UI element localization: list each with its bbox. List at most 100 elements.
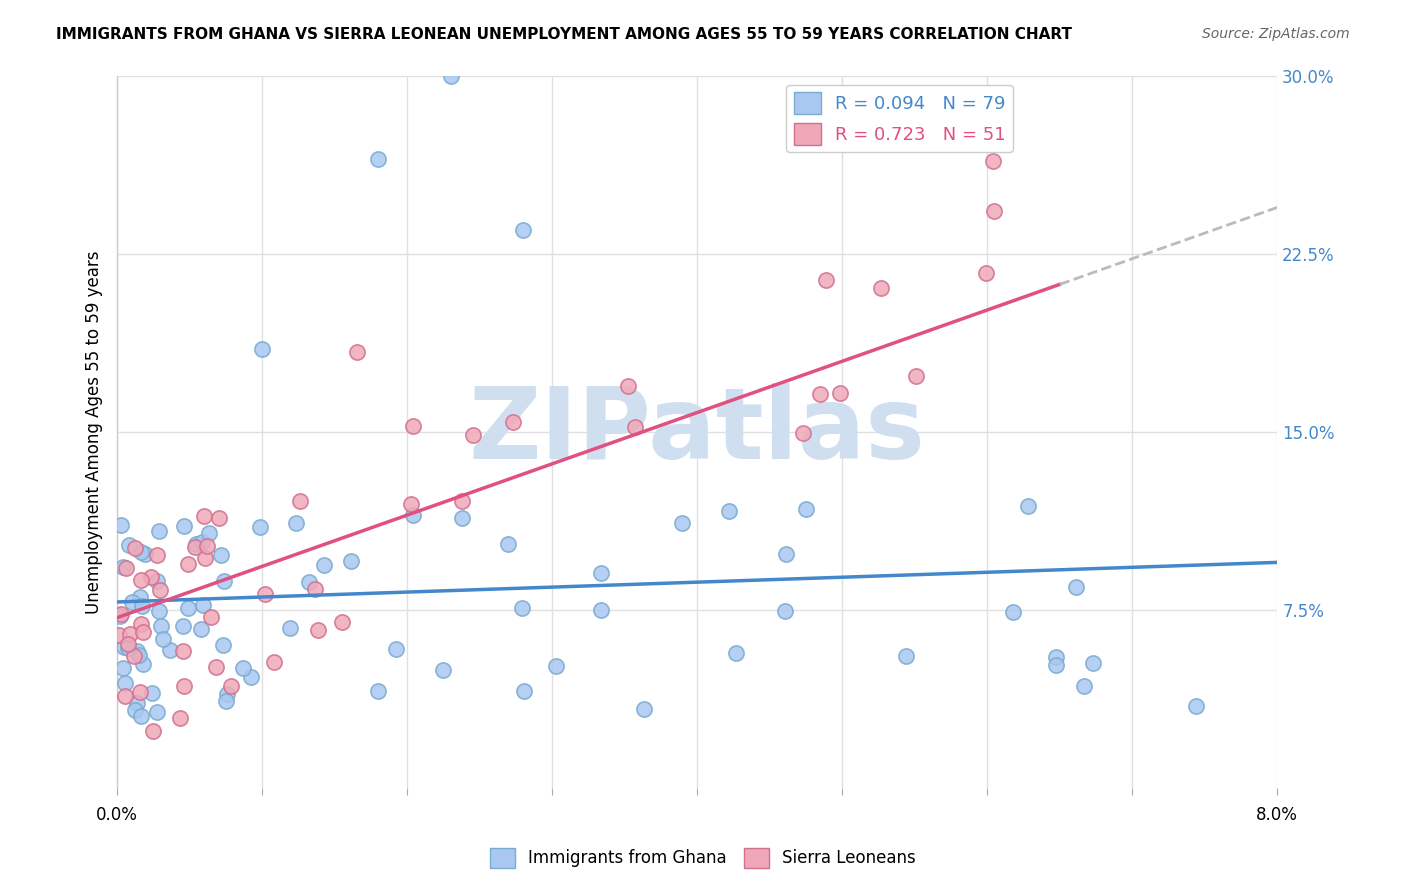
Text: 0.0%: 0.0%	[96, 806, 138, 824]
Immigrants from Ghana	[148, 604, 170, 618]
Sierra Leoneans	[110, 607, 132, 621]
Immigrants from Ghana	[215, 687, 238, 701]
Immigrants from Ghana	[111, 559, 134, 574]
Immigrants from Ghana	[146, 574, 169, 588]
Immigrants from Ghana	[367, 152, 389, 166]
Sierra Leoneans	[122, 648, 145, 663]
Sierra Leoneans	[974, 266, 997, 280]
Immigrants from Ghana	[451, 511, 474, 525]
Sierra Leoneans	[176, 557, 198, 571]
Immigrants from Ghana	[186, 537, 208, 551]
Sierra Leoneans	[502, 415, 524, 429]
Immigrants from Ghana	[544, 658, 567, 673]
Immigrants from Ghana	[249, 520, 271, 534]
Immigrants from Ghana	[298, 574, 321, 589]
Immigrants from Ghana	[278, 621, 301, 635]
Text: 8.0%: 8.0%	[1257, 806, 1298, 824]
Immigrants from Ghana	[1081, 656, 1104, 670]
Immigrants from Ghana	[114, 675, 136, 690]
Immigrants from Ghana	[124, 703, 146, 717]
Sierra Leoneans	[193, 508, 215, 523]
Immigrants from Ghana	[1064, 580, 1087, 594]
Immigrants from Ghana	[1017, 500, 1039, 514]
Immigrants from Ghana	[1002, 606, 1025, 620]
Immigrants from Ghana	[152, 632, 174, 647]
Immigrants from Ghana	[172, 618, 194, 632]
Immigrants from Ghana	[589, 566, 612, 581]
Sierra Leoneans	[117, 637, 139, 651]
Sierra Leoneans	[208, 510, 231, 524]
Sierra Leoneans	[451, 493, 474, 508]
Sierra Leoneans	[128, 684, 150, 698]
Sierra Leoneans	[307, 623, 329, 637]
Immigrants from Ghana	[125, 697, 148, 711]
Immigrants from Ghana	[384, 642, 406, 657]
Immigrants from Ghana	[794, 502, 817, 516]
Immigrants from Ghana	[132, 657, 155, 671]
Immigrants from Ghana	[149, 618, 172, 632]
Immigrants from Ghana	[367, 684, 389, 698]
Immigrants from Ghana	[110, 518, 132, 533]
Immigrants from Ghana	[190, 622, 212, 636]
Immigrants from Ghana	[131, 599, 153, 613]
Sierra Leoneans	[149, 582, 172, 597]
Sierra Leoneans	[184, 540, 207, 554]
Sierra Leoneans	[114, 689, 136, 703]
Immigrants from Ghana	[159, 642, 181, 657]
Immigrants from Ghana	[896, 649, 918, 664]
Sierra Leoneans	[399, 497, 422, 511]
Text: Source: ZipAtlas.com: Source: ZipAtlas.com	[1202, 27, 1350, 41]
Immigrants from Ghana	[209, 549, 232, 563]
Sierra Leoneans	[905, 369, 928, 384]
Sierra Leoneans	[173, 680, 195, 694]
Sierra Leoneans	[107, 628, 129, 642]
Immigrants from Ghana	[512, 684, 534, 698]
Sierra Leoneans	[346, 345, 368, 359]
Immigrants from Ghana	[146, 705, 169, 719]
Immigrants from Ghana	[718, 504, 741, 518]
Sierra Leoneans	[219, 679, 242, 693]
Legend: R = 0.094   N = 79, R = 0.723   N = 51: R = 0.094 N = 79, R = 0.723 N = 51	[786, 85, 1014, 152]
Sierra Leoneans	[204, 660, 226, 674]
Immigrants from Ghana	[129, 708, 152, 723]
Immigrants from Ghana	[212, 638, 235, 652]
Sierra Leoneans	[169, 711, 191, 725]
Sierra Leoneans	[983, 203, 1005, 218]
Sierra Leoneans	[200, 610, 222, 624]
Immigrants from Ghana	[1073, 679, 1095, 693]
Sierra Leoneans	[981, 154, 1004, 169]
Sierra Leoneans	[330, 615, 353, 630]
Sierra Leoneans	[195, 539, 218, 553]
Immigrants from Ghana	[232, 661, 254, 675]
Sierra Leoneans	[139, 570, 162, 584]
Immigrants from Ghana	[141, 686, 163, 700]
Immigrants from Ghana	[198, 526, 221, 541]
Immigrants from Ghana	[671, 516, 693, 530]
Sierra Leoneans	[870, 281, 893, 295]
Y-axis label: Unemployment Among Ages 55 to 59 years: Unemployment Among Ages 55 to 59 years	[86, 250, 103, 614]
Sierra Leoneans	[402, 419, 425, 434]
Immigrants from Ghana	[148, 524, 170, 538]
Immigrants from Ghana	[724, 646, 747, 660]
Sierra Leoneans	[114, 560, 136, 574]
Sierra Leoneans	[617, 378, 640, 392]
Text: ZIPatlas: ZIPatlas	[468, 384, 925, 481]
Immigrants from Ghana	[775, 547, 797, 561]
Immigrants from Ghana	[121, 595, 143, 609]
Sierra Leoneans	[142, 724, 165, 739]
Immigrants from Ghana	[125, 643, 148, 657]
Sierra Leoneans	[463, 428, 485, 442]
Immigrants from Ghana	[633, 702, 655, 716]
Immigrants from Ghana	[173, 519, 195, 533]
Sierra Leoneans	[624, 420, 647, 434]
Immigrants from Ghana	[1185, 699, 1208, 714]
Sierra Leoneans	[120, 627, 142, 641]
Legend: Immigrants from Ghana, Sierra Leoneans: Immigrants from Ghana, Sierra Leoneans	[484, 841, 922, 875]
Immigrants from Ghana	[108, 609, 131, 624]
Sierra Leoneans	[146, 548, 169, 562]
Immigrants from Ghana	[111, 661, 134, 675]
Immigrants from Ghana	[193, 599, 215, 613]
Sierra Leoneans	[129, 574, 152, 588]
Immigrants from Ghana	[314, 558, 336, 572]
Sierra Leoneans	[288, 494, 311, 508]
